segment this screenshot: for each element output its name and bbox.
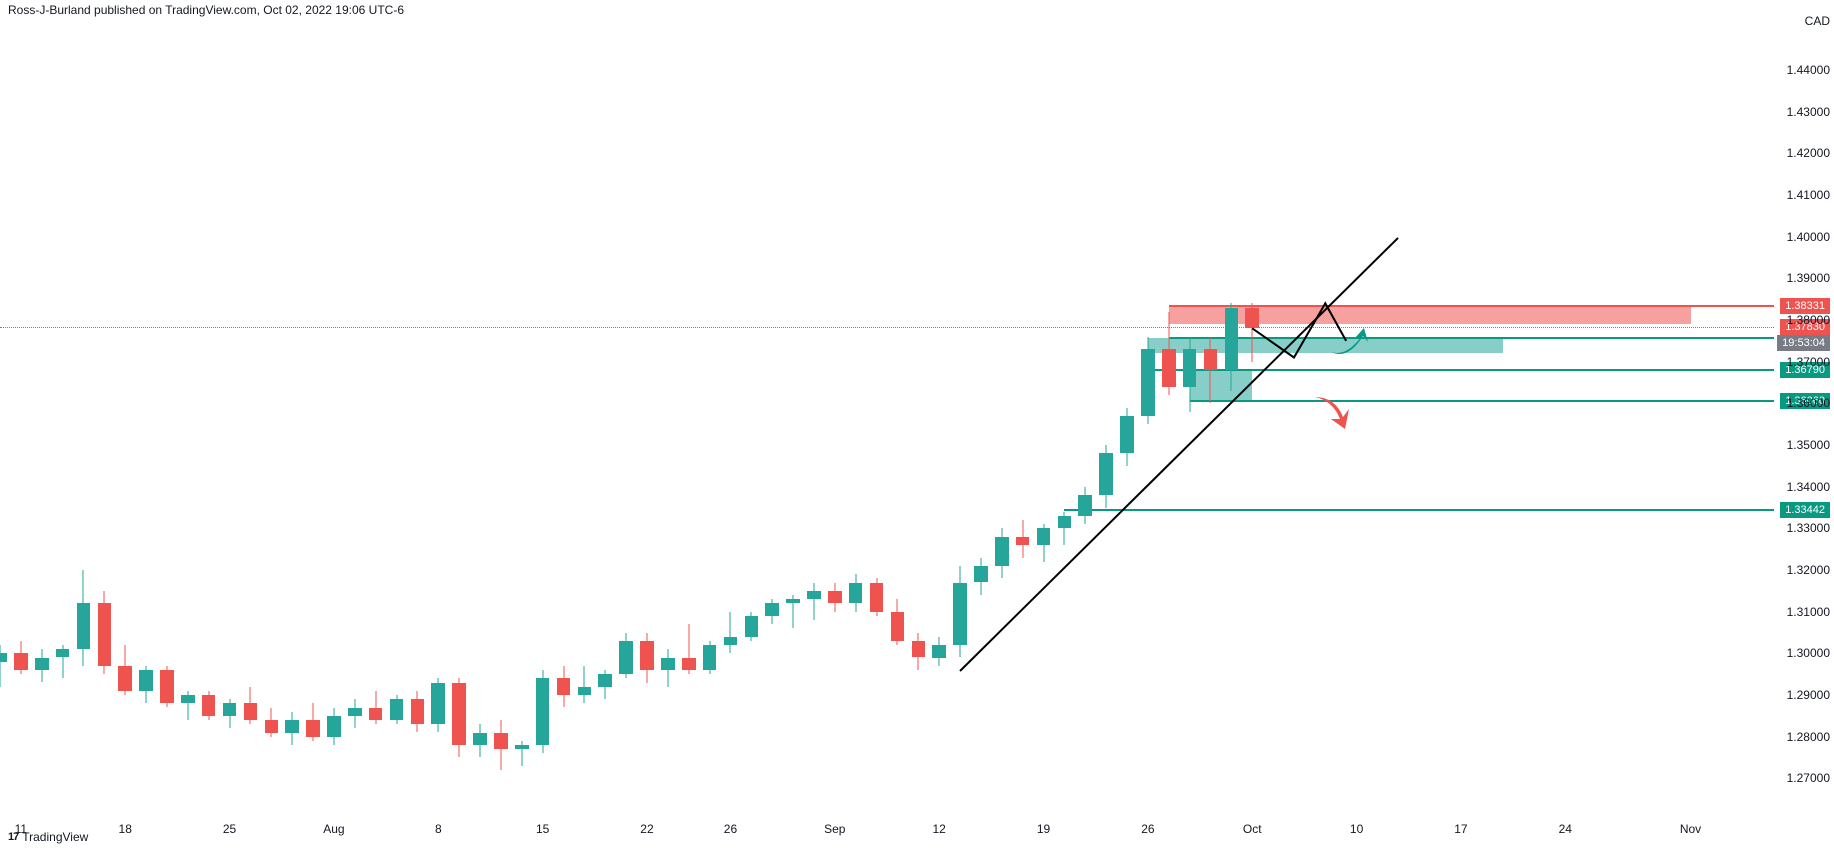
y-tick: 1.39000 (1787, 271, 1830, 285)
y-tick: 1.28000 (1787, 730, 1830, 744)
up-arrow-icon (1326, 312, 1386, 362)
x-tick: 12 (932, 822, 945, 836)
x-tick: 18 (119, 822, 132, 836)
x-tick: Oct (1243, 822, 1262, 836)
x-tick: Sep (824, 822, 845, 836)
y-tick: 1.36000 (1787, 396, 1830, 410)
publish-info: Ross-J-Burland published on TradingView.… (8, 3, 404, 17)
y-tick: 1.37000 (1787, 355, 1830, 369)
x-tick: Nov (1680, 822, 1701, 836)
y-axis: 1.27000 1.28000 1.29000 1.30000 1.31000 1.320… (1774, 20, 1834, 820)
y-tick: 1.42000 (1787, 146, 1830, 160)
watermark-text: TradingView (22, 830, 88, 844)
zigzag-projection (0, 20, 1774, 820)
y-tick: 1.27000 (1787, 771, 1830, 785)
x-tick: 26 (724, 822, 737, 836)
y-tick: 1.30000 (1787, 646, 1830, 660)
x-tick: 24 (1559, 822, 1572, 836)
x-axis: 111825Aug8152226Sep121926Oct101724Nov (0, 822, 1774, 842)
y-tick: 1.40000 (1787, 230, 1830, 244)
y-tick: 1.31000 (1787, 605, 1830, 619)
x-tick: 15 (536, 822, 549, 836)
y-tick: 1.33000 (1787, 521, 1830, 535)
y-tick: 1.43000 (1787, 105, 1830, 119)
x-tick: 10 (1350, 822, 1363, 836)
x-tick: 25 (223, 822, 236, 836)
chart-plot[interactable]: 1.383311.375581.367901.360601.334421.378… (0, 20, 1774, 820)
y-tick: 1.32000 (1787, 563, 1830, 577)
y-tick: 1.41000 (1787, 188, 1830, 202)
tradingview-watermark: 17 TradingView (8, 830, 88, 844)
down-arrow-icon (1305, 387, 1365, 437)
x-tick: 19 (1037, 822, 1050, 836)
y-tick: 1.44000 (1787, 63, 1830, 77)
y-tick: 1.29000 (1787, 688, 1830, 702)
x-tick: 26 (1141, 822, 1154, 836)
x-tick: 17 (1454, 822, 1467, 836)
x-tick: Aug (323, 822, 344, 836)
y-tick: 1.34000 (1787, 480, 1830, 494)
x-tick: 8 (435, 822, 442, 836)
y-tick: 1.38000 (1787, 313, 1830, 327)
x-tick: 22 (640, 822, 653, 836)
tv-logo-icon: 17 (8, 831, 18, 843)
y-tick: 1.35000 (1787, 438, 1830, 452)
